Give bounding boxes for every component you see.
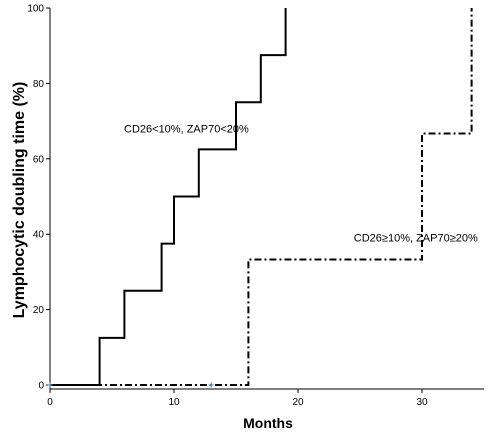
series-line-2 xyxy=(50,8,473,386)
x-tick-label: 30 xyxy=(416,397,428,408)
x-tick-label: 10 xyxy=(168,397,180,408)
y-tick-label: 40 xyxy=(33,230,45,241)
series-layer xyxy=(50,8,473,386)
x-tick-label: 0 xyxy=(47,397,53,408)
x-tick-label: 20 xyxy=(292,397,304,408)
censor-marks xyxy=(47,382,214,388)
y-tick-label: 20 xyxy=(33,305,45,316)
series-line-1 xyxy=(50,8,287,386)
y-tick-label: 0 xyxy=(38,381,44,392)
series-annotation: CD26≥10%, ZAP70≥20% xyxy=(354,233,478,245)
y-axis-title: Lymphocytic doubling time (%) xyxy=(11,82,28,319)
x-axis-title: Months xyxy=(243,415,293,431)
y-axis-ticks: 0 20 40 60 80 100 xyxy=(27,4,50,392)
y-tick-label: 100 xyxy=(27,4,44,15)
annotations: CD26<10%, ZAP70<20% CD26≥10%, ZAP70≥20% xyxy=(124,123,478,244)
y-tick-label: 80 xyxy=(33,79,45,90)
series-annotation: CD26<10%, ZAP70<20% xyxy=(124,123,249,135)
plot-area: 0 10 20 30 0 20 40 60 80 100 CD26<10%, ZAP70<20%… xyxy=(27,4,484,408)
x-axis-ticks: 0 10 20 30 xyxy=(47,389,428,408)
y-tick-label: 60 xyxy=(33,154,45,165)
